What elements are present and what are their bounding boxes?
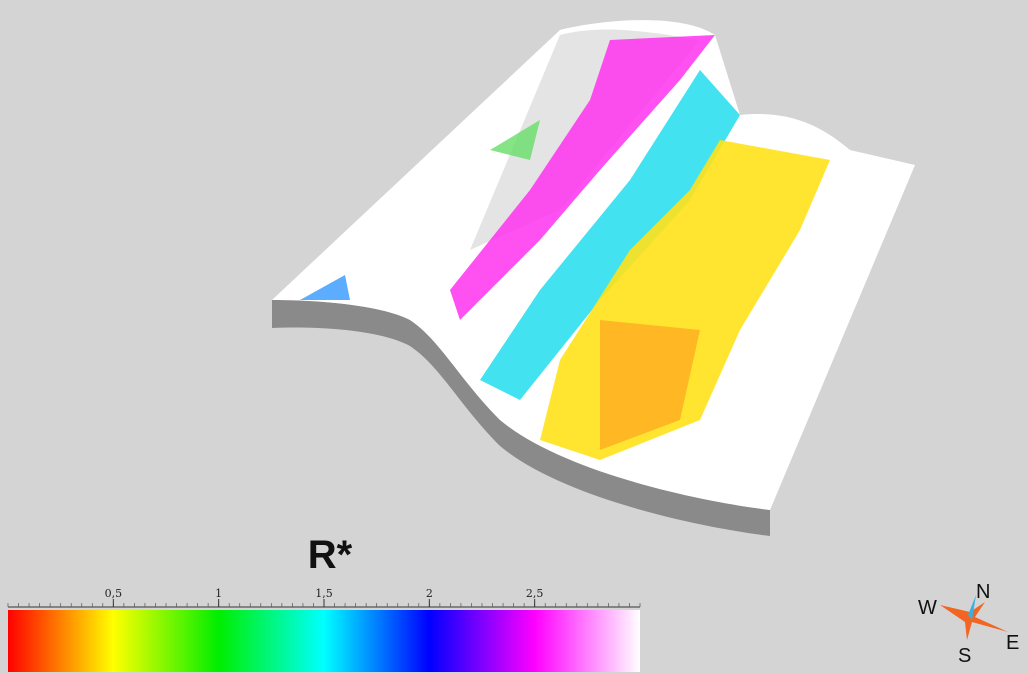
tick-label: 2 bbox=[426, 587, 433, 600]
surface bbox=[272, 20, 915, 536]
compass-west: W bbox=[918, 597, 937, 619]
orange-region bbox=[600, 320, 700, 450]
compass-rose bbox=[940, 602, 1008, 640]
tick-label: 1 bbox=[215, 587, 222, 600]
surface-side bbox=[272, 300, 770, 536]
tick-label: 2,5 bbox=[526, 587, 544, 600]
compass-north: N bbox=[976, 581, 990, 603]
cyan-band bbox=[480, 70, 740, 400]
colorbar-gradient bbox=[8, 610, 640, 672]
tick-label: 1,5 bbox=[315, 587, 333, 600]
green-patch bbox=[490, 120, 540, 160]
compass: W N E S bbox=[918, 581, 1019, 667]
colorbar-title: R* bbox=[308, 533, 353, 577]
magenta-band bbox=[450, 35, 715, 320]
blue-patch bbox=[300, 275, 350, 300]
colorbar: 0,5 1 1,5 2 2,5 bbox=[7, 587, 641, 672]
tick-label: 0,5 bbox=[105, 587, 123, 600]
compass-east: E bbox=[1006, 632, 1019, 654]
compass-needle bbox=[968, 595, 976, 620]
compass-south: S bbox=[958, 645, 971, 667]
